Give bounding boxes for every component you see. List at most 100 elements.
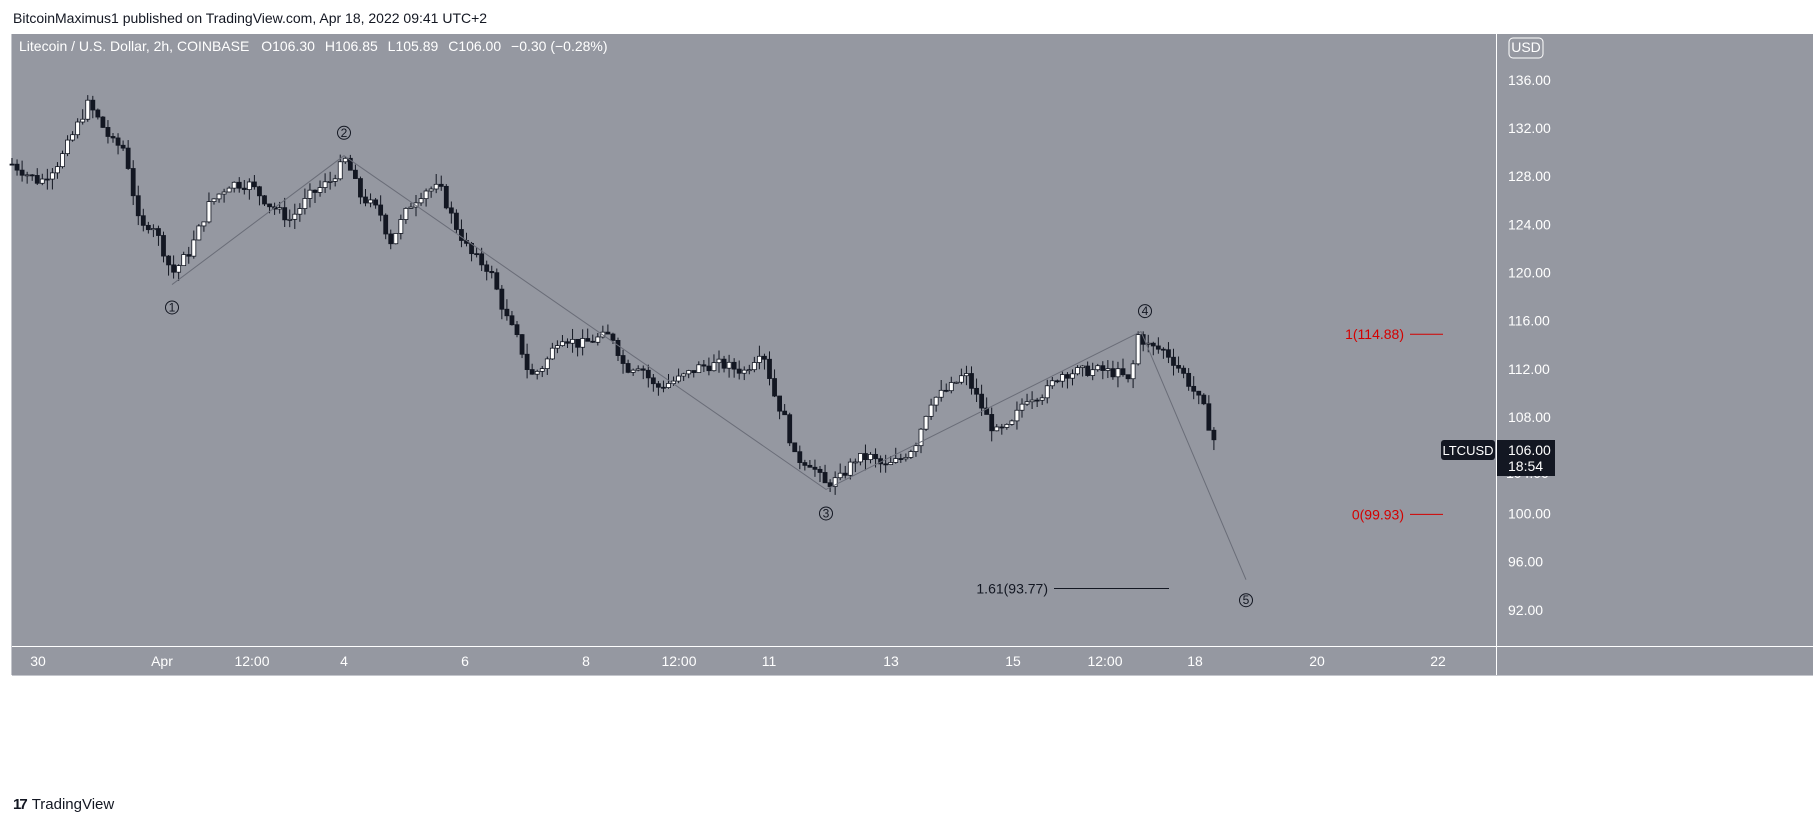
candle-up: [560, 341, 565, 347]
candle-up: [852, 461, 858, 464]
candle-up: [317, 187, 323, 193]
candle-up: [847, 461, 853, 476]
time-tick-label: 22: [1430, 653, 1446, 669]
candle-up: [211, 198, 217, 203]
candle-down: [156, 228, 161, 236]
candle-down: [29, 174, 35, 177]
candle-down: [645, 369, 651, 379]
candle-down: [448, 207, 454, 214]
time-tick-label: 13: [883, 653, 899, 669]
candle-down: [706, 365, 712, 372]
candle-down: [1140, 334, 1146, 345]
candle-down: [989, 414, 995, 432]
tradingview-logo[interactable]: 17 TradingView: [13, 796, 114, 813]
candle-up: [933, 396, 939, 406]
candle-down: [1196, 390, 1202, 396]
candle-up: [24, 174, 30, 177]
candle-down: [1161, 348, 1166, 351]
price-tick-label: 116.00: [1508, 313, 1550, 329]
candle-up: [176, 265, 182, 273]
plot-background: [12, 34, 1496, 646]
candle-up: [50, 172, 55, 180]
candle-down: [125, 147, 131, 169]
candle-down: [1201, 394, 1207, 405]
candle-up: [368, 199, 373, 204]
candle-up: [1070, 373, 1075, 379]
price-tick-label: 120.00: [1508, 265, 1551, 281]
candle-down: [575, 338, 580, 348]
candle-up: [231, 181, 237, 189]
candle-up: [181, 254, 187, 267]
legend-high-key: H: [325, 38, 335, 54]
candle-down: [661, 386, 666, 389]
time-tick-label: 12:00: [661, 653, 696, 669]
candle-up: [393, 233, 399, 245]
ticker-name: LTCUSD: [1442, 443, 1493, 458]
time-tick-label: 12:00: [1087, 653, 1122, 669]
candle-up: [741, 369, 747, 374]
candle-down: [1211, 429, 1217, 441]
candle-down: [312, 189, 318, 193]
candle-up: [918, 428, 924, 447]
candle-down: [358, 178, 363, 198]
candle-down: [352, 169, 358, 179]
candle-down: [130, 168, 136, 197]
candle-down: [979, 393, 984, 409]
candle-up: [696, 364, 702, 374]
candle-up: [398, 219, 404, 234]
candle-down: [19, 169, 25, 176]
time-axis-labels: 30 Apr 12:00 4 6 8 12:00 11 13 15 12:00 18 20 22: [30, 653, 1446, 669]
candle-down: [1120, 368, 1126, 376]
candle-up: [1009, 420, 1015, 425]
candle-down: [898, 458, 904, 460]
candle-down: [257, 186, 262, 197]
candle-down: [1171, 356, 1176, 366]
candle-down: [1085, 365, 1091, 376]
candle-down: [610, 333, 616, 341]
candle-up: [302, 198, 308, 209]
candle-down: [1034, 399, 1040, 402]
currency-button[interactable]: USD: [1508, 37, 1544, 59]
candle-up: [686, 370, 692, 375]
price-tick-label: 112.00: [1508, 361, 1550, 377]
candle-down: [625, 363, 631, 373]
candle-down: [777, 395, 782, 412]
candle-up: [221, 191, 227, 195]
price-axis-labels: 136.00 132.00 128.00 124.00 120.00 116.00 112.…: [1508, 72, 1551, 618]
candle-up: [201, 221, 207, 227]
wave-count-line[interactable]: [171, 155, 1247, 580]
candle-down: [171, 264, 177, 273]
candle-up: [716, 358, 722, 364]
candle-down: [469, 242, 474, 255]
candle-down: [494, 272, 500, 290]
candle-up: [332, 178, 338, 182]
candle-down: [166, 255, 171, 266]
candle-up: [206, 201, 212, 223]
candle-down: [691, 370, 697, 374]
price-tick-label: 100.00: [1508, 505, 1551, 521]
candle-down: [504, 308, 510, 317]
candle-down: [1186, 372, 1192, 387]
candles-layer: [9, 95, 1217, 495]
candle-down: [519, 334, 525, 355]
candle-up: [433, 183, 439, 190]
candle-down: [383, 214, 389, 235]
candle-up: [1115, 368, 1121, 378]
candle-down: [1191, 385, 1197, 392]
legend-low-value: 105.89: [395, 38, 438, 54]
candle-down: [943, 389, 949, 392]
time-tick-label: 15: [1005, 653, 1021, 669]
fib-extension-layer: 1(114.88) 0(99.93) 1.61(93.77): [976, 326, 1443, 597]
price-axis-background[interactable]: [1497, 34, 1813, 646]
candle-up: [544, 358, 550, 369]
wave-label-circle: [1138, 304, 1152, 319]
fib-level-label: 1.61(93.77): [976, 581, 1048, 597]
time-tick-label: 4: [340, 653, 348, 669]
time-tick-label: 20: [1309, 653, 1325, 669]
candle-up: [893, 458, 899, 463]
candle-down: [736, 368, 742, 374]
price-chart[interactable]: 1 2 3 4 5 1(114.88) 0(99.93) 1.61(93.77) 136.0…: [0, 34, 1813, 784]
candle-down: [1125, 374, 1131, 380]
time-axis-background[interactable]: [12, 647, 1496, 675]
candle-down: [782, 410, 788, 416]
